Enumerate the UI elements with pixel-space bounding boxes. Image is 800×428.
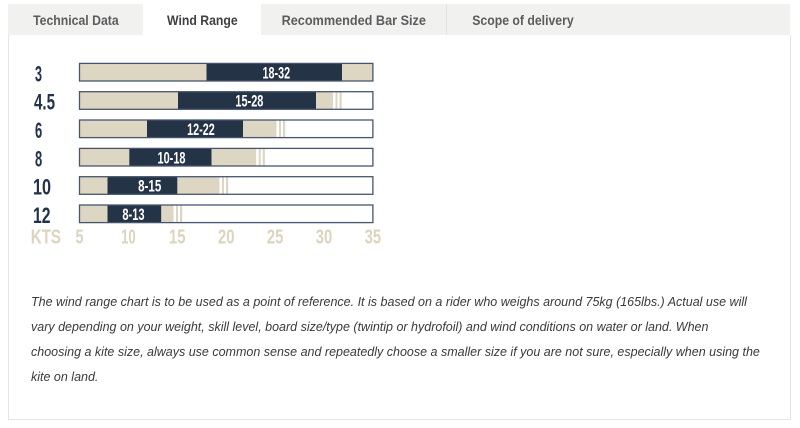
svg-text:12-22: 12-22 [187, 120, 215, 139]
svg-text:8: 8 [35, 146, 42, 171]
svg-text:3: 3 [35, 61, 42, 86]
svg-text:5: 5 [76, 226, 84, 248]
svg-text:8-15: 8-15 [138, 177, 161, 196]
svg-text:15: 15 [169, 226, 186, 248]
svg-text:10: 10 [121, 226, 136, 248]
svg-text:25: 25 [267, 226, 284, 248]
svg-text:20: 20 [218, 226, 235, 248]
svg-text:10: 10 [33, 175, 51, 200]
svg-text:15-28: 15-28 [235, 92, 263, 111]
svg-text:30: 30 [316, 226, 333, 248]
svg-text:4.5: 4.5 [34, 90, 55, 115]
svg-text:6: 6 [35, 118, 42, 143]
svg-text:8-13: 8-13 [122, 205, 144, 224]
svg-text:18-32: 18-32 [263, 63, 291, 82]
svg-text:10-18: 10-18 [158, 148, 186, 167]
svg-text:KTS: KTS [31, 226, 61, 248]
svg-text:12: 12 [33, 203, 51, 228]
svg-text:35: 35 [365, 226, 382, 248]
